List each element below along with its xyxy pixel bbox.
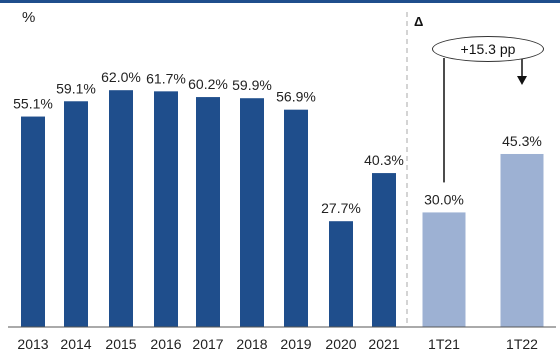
bar-2015 (109, 90, 133, 327)
bar-2021 (372, 173, 396, 327)
bar-2017 (196, 97, 220, 327)
value-label-2017: 60.2% (188, 76, 228, 92)
value-label-1t22: 45.3% (502, 133, 542, 149)
bar-1t22 (500, 153, 544, 327)
value-label-2013: 55.1% (13, 96, 53, 112)
bar-1t21 (422, 212, 466, 327)
value-label-2021: 40.3% (364, 152, 404, 168)
x-tick-2018: 2018 (236, 336, 267, 352)
value-label-2019: 56.9% (276, 89, 316, 105)
value-label-2014: 59.1% (56, 80, 96, 96)
bar-2020 (329, 221, 353, 327)
top-rule (0, 0, 560, 3)
x-tick-2015: 2015 (105, 336, 136, 352)
x-tick-2020: 2020 (325, 336, 356, 352)
x-tick-2016: 2016 (150, 336, 181, 352)
bar-2019 (284, 109, 308, 327)
bar-2013 (21, 116, 45, 327)
delta-arrow-icon (517, 76, 527, 85)
bar-2018 (240, 98, 264, 328)
x-tick-2013: 2013 (17, 336, 48, 352)
x-tick-2019: 2019 (280, 336, 311, 352)
delta-symbol: Δ (414, 14, 424, 29)
x-tick-2014: 2014 (60, 336, 91, 352)
value-label-2018: 59.9% (232, 77, 272, 93)
x-tick-1t21: 1T21 (428, 336, 460, 352)
x-tick-1t22: 1T22 (506, 336, 538, 352)
value-label-2016: 61.7% (146, 70, 186, 86)
x-tick-2017: 2017 (192, 336, 223, 352)
bar-2014 (64, 101, 88, 327)
bar-2016 (154, 91, 178, 328)
value-label-1t21: 30.0% (424, 191, 464, 207)
value-label-2020: 27.7% (321, 200, 361, 216)
delta-badge: +15.3 pp (432, 36, 544, 62)
unit-label: % (22, 9, 36, 26)
x-tick-2021: 2021 (368, 336, 399, 352)
value-label-2015: 62.0% (101, 69, 141, 85)
